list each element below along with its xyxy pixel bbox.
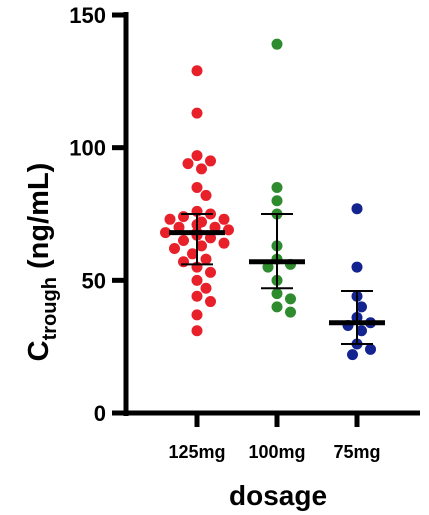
data-points	[160, 38, 376, 361]
data-point	[347, 349, 358, 361]
data-point	[271, 195, 283, 207]
data-point	[271, 181, 283, 193]
data-point	[271, 288, 283, 300]
data-point	[356, 325, 367, 337]
y-tick-label: 150	[69, 3, 106, 28]
data-point	[271, 301, 283, 313]
y-axis: 0 50 100 150	[69, 3, 129, 426]
data-point	[178, 256, 189, 268]
data-point	[191, 150, 203, 162]
y-axis-title: Ctrough (ng/mL)	[23, 163, 61, 362]
summary-bars	[169, 213, 385, 346]
data-point	[191, 274, 203, 286]
data-point	[191, 181, 203, 193]
data-point	[182, 158, 194, 170]
data-point	[351, 203, 363, 215]
x-tick-label: 75mg	[333, 442, 380, 462]
x-tick-label: 100mg	[248, 442, 305, 462]
y-axis-title-unit: (ng/mL)	[23, 163, 55, 277]
data-point	[191, 325, 203, 337]
y-tick-label: 50	[82, 268, 106, 293]
data-point	[218, 213, 230, 225]
data-point	[205, 232, 216, 244]
y-axis-title-subscript: trough	[39, 277, 61, 340]
data-point	[262, 261, 274, 273]
data-point	[164, 213, 176, 225]
data-point	[271, 38, 283, 50]
data-point	[169, 242, 180, 254]
data-point	[178, 235, 189, 247]
data-point	[205, 155, 216, 167]
data-point	[356, 301, 367, 313]
data-point	[223, 224, 234, 236]
x-axis-title: dosage	[229, 480, 327, 511]
data-point	[200, 189, 212, 201]
data-point	[191, 309, 203, 321]
data-point	[160, 227, 171, 239]
data-point	[205, 296, 216, 308]
data-point	[191, 107, 203, 119]
y-axis-title-main: C	[23, 340, 55, 361]
data-point	[209, 221, 221, 233]
data-point	[178, 211, 189, 223]
data-point	[187, 248, 198, 260]
data-point	[285, 306, 296, 318]
data-point	[200, 253, 212, 265]
y-tick-label: 100	[69, 136, 106, 161]
y-tick-label: 0	[94, 401, 106, 426]
data-point	[196, 240, 207, 252]
x-tick-label: 125mg	[168, 442, 225, 462]
data-point	[191, 290, 203, 302]
x-axis: 125mg 100mg 75mg	[124, 410, 420, 462]
data-point	[191, 65, 203, 77]
data-point	[196, 163, 207, 175]
data-point	[205, 266, 216, 278]
data-point	[365, 343, 376, 355]
data-point	[285, 293, 296, 305]
data-point	[351, 261, 363, 273]
data-point	[173, 221, 185, 233]
data-point	[218, 237, 230, 249]
data-point	[200, 282, 212, 294]
